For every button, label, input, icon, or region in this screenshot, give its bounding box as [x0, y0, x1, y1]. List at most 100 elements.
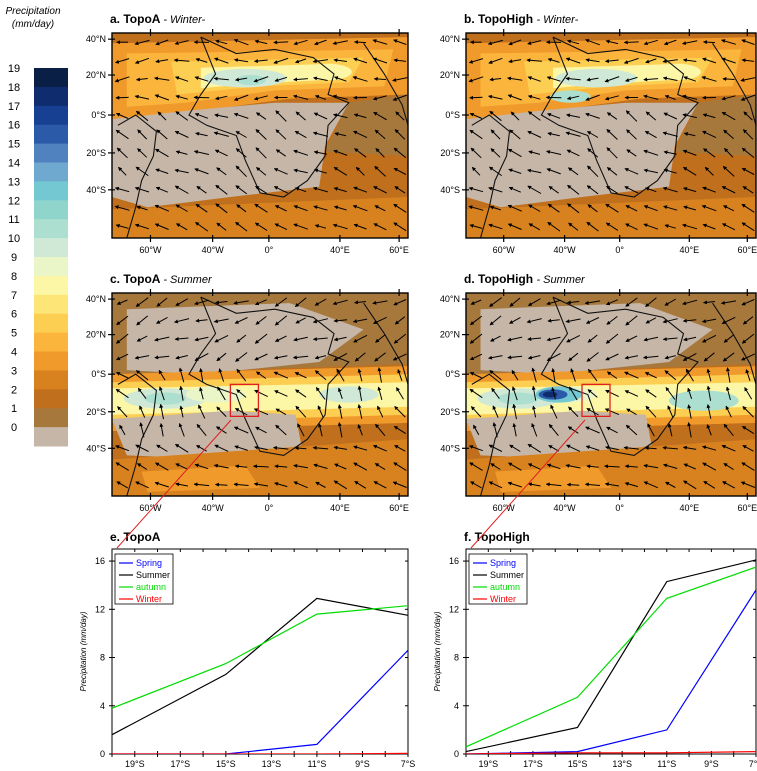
- wind-arrow: [175, 204, 188, 212]
- wind-arrow: [587, 204, 598, 213]
- wind-arrow: [293, 39, 308, 46]
- wind-arrow: [508, 462, 522, 471]
- wind-arrow: [175, 298, 189, 307]
- coastline: [188, 296, 350, 456]
- wind-arrow: [394, 406, 406, 418]
- wind-arrow: [114, 186, 130, 193]
- wind-arrow: [546, 112, 561, 119]
- wind-arrow: [706, 368, 712, 382]
- wind-arrow: [175, 463, 189, 470]
- colorbar-level-label: 14: [8, 158, 20, 170]
- wind-arrow: [393, 462, 407, 471]
- wind-arrow: [586, 408, 599, 416]
- wind-arrow: [546, 336, 561, 342]
- wind-arrow: [217, 386, 226, 401]
- wind-arrow: [605, 389, 619, 398]
- precip-field: [466, 33, 756, 238]
- wind-arrow: [175, 111, 189, 121]
- wind-arrow: [195, 57, 208, 63]
- wind-arrow: [584, 300, 601, 305]
- wind-arrow: [682, 318, 697, 323]
- wind-arrow: [742, 129, 754, 140]
- connector-line-f: [470, 419, 586, 549]
- wind-arrow: [667, 423, 673, 437]
- wind-arrow: [682, 352, 697, 361]
- wind-arrow: [196, 185, 207, 194]
- y-tick-label: 0: [100, 749, 105, 759]
- wind-arrow: [468, 186, 484, 193]
- wind-arrow: [586, 185, 599, 195]
- wind-arrow: [702, 40, 716, 45]
- colorbar-swatch: [34, 389, 68, 409]
- wind-arrow: [507, 94, 522, 101]
- wind-arrow: [526, 58, 542, 63]
- legend-label: Spring: [490, 558, 516, 568]
- colorbar-swatch: [34, 162, 68, 182]
- chart-legend: Spring Summer autumn Winter: [468, 553, 528, 605]
- wind-arrow: [354, 480, 367, 489]
- wind-arrow: [333, 187, 347, 193]
- wind-arrow: [114, 76, 130, 83]
- wind-arrow: [531, 367, 537, 383]
- wind-arrow: [488, 166, 502, 177]
- wind-arrow: [565, 57, 581, 64]
- wind-arrow: [274, 481, 288, 488]
- wind-arrow: [293, 168, 308, 174]
- wind-arrow: [196, 423, 207, 437]
- lon-label: 60°W: [493, 245, 516, 255]
- wind-arrow: [512, 422, 517, 437]
- wind-arrow: [721, 57, 736, 64]
- colorbar-swatch: [34, 181, 68, 201]
- wind-arrow: [643, 223, 659, 230]
- wind-arrow: [644, 446, 657, 451]
- wind-arrow: [527, 40, 542, 45]
- wind-arrow: [155, 39, 169, 46]
- wind-arrow: [295, 111, 306, 121]
- wind-arrow: [157, 111, 167, 121]
- wind-arrow: [273, 168, 288, 175]
- wind-arrow: [507, 355, 523, 360]
- colorbar-swatch: [34, 68, 68, 88]
- wind-arrow: [585, 38, 600, 46]
- wind-arrow: [647, 423, 655, 437]
- wind-arrow: [664, 370, 677, 381]
- wind-arrow: [625, 297, 638, 307]
- wind-arrow: [585, 58, 600, 63]
- wind-arrow: [547, 318, 560, 323]
- wind-arrow: [624, 371, 639, 379]
- lat-label: 20°N: [440, 70, 460, 80]
- wind-arrow: [392, 481, 407, 488]
- wind-arrow: [315, 386, 326, 400]
- wind-arrow: [624, 355, 639, 360]
- wind-arrow: [741, 58, 755, 63]
- wind-arrow: [318, 423, 323, 437]
- wind-arrow: [605, 445, 619, 451]
- wind-arrow: [313, 76, 328, 81]
- wind-arrow: [527, 94, 541, 100]
- rain-core: [497, 392, 539, 405]
- lon-label: 60°W: [139, 503, 162, 513]
- wind-arrow: [334, 132, 347, 137]
- wind-arrow: [393, 333, 407, 344]
- wind-arrow: [375, 423, 386, 437]
- x-tick-label: 19°S: [478, 759, 498, 769]
- wind-arrow: [741, 39, 755, 45]
- wind-arrow: [683, 336, 697, 342]
- wind-arrow: [624, 76, 638, 82]
- wind-arrow: [527, 130, 542, 138]
- y-tick-label: 4: [100, 701, 105, 711]
- wind-arrow: [174, 185, 189, 194]
- southern-rain: [495, 465, 611, 492]
- wind-arrow: [174, 168, 189, 174]
- wind-arrow: [234, 408, 248, 416]
- wind-arrow: [624, 481, 639, 488]
- wind-arrow: [312, 445, 329, 450]
- wind-arrow: [313, 112, 328, 120]
- wind-arrow: [606, 147, 618, 159]
- wind-arrow: [393, 425, 406, 435]
- colorbar-level-label: 13: [8, 176, 20, 188]
- legend-label: Winter: [490, 594, 516, 604]
- wind-arrow: [139, 422, 145, 438]
- wind-arrow: [470, 147, 482, 159]
- wind-arrow: [392, 353, 407, 361]
